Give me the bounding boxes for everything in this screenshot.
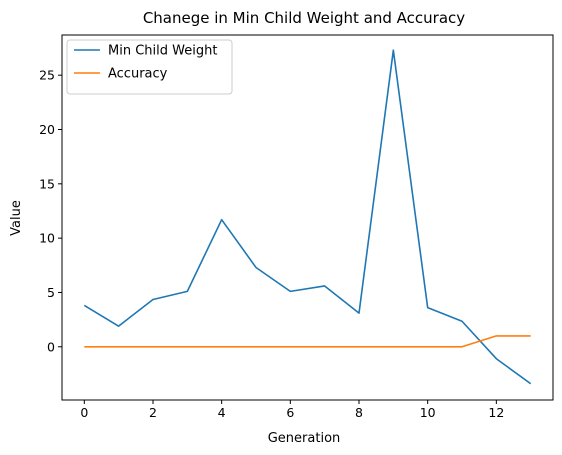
chart-title: Chanege in Min Child Weight and Accuracy (143, 9, 465, 27)
x-axis-label: Generation (268, 431, 341, 446)
legend-entry-label: Accuracy (108, 67, 168, 82)
series-line-accuracy (84, 336, 530, 347)
y-tick-label: 0 (47, 339, 55, 354)
x-tick-label: 4 (218, 405, 226, 420)
y-axis-label: Value (9, 200, 24, 236)
x-axis: 0 2 4 6 8 10 12 (80, 400, 504, 420)
legend-entry-label: Min Child Weight (108, 44, 217, 59)
y-tick-label: 10 (39, 231, 55, 246)
y-tick-label: 25 (39, 68, 55, 83)
x-tick-label: 8 (355, 405, 363, 420)
y-tick-label: 20 (39, 122, 55, 137)
x-tick-label: 2 (149, 405, 157, 420)
x-tick-label: 12 (488, 405, 504, 420)
legend: Min Child Weight Accuracy (67, 40, 232, 94)
series-line-min-child-weight (84, 50, 530, 384)
x-tick-label: 10 (420, 405, 436, 420)
plot-area (84, 50, 530, 384)
y-axis: 0 5 10 15 20 25 (39, 68, 62, 355)
y-tick-label: 15 (39, 176, 55, 191)
x-tick-label: 6 (286, 405, 294, 420)
x-tick-label: 0 (80, 405, 88, 420)
y-tick-label: 5 (47, 285, 55, 300)
